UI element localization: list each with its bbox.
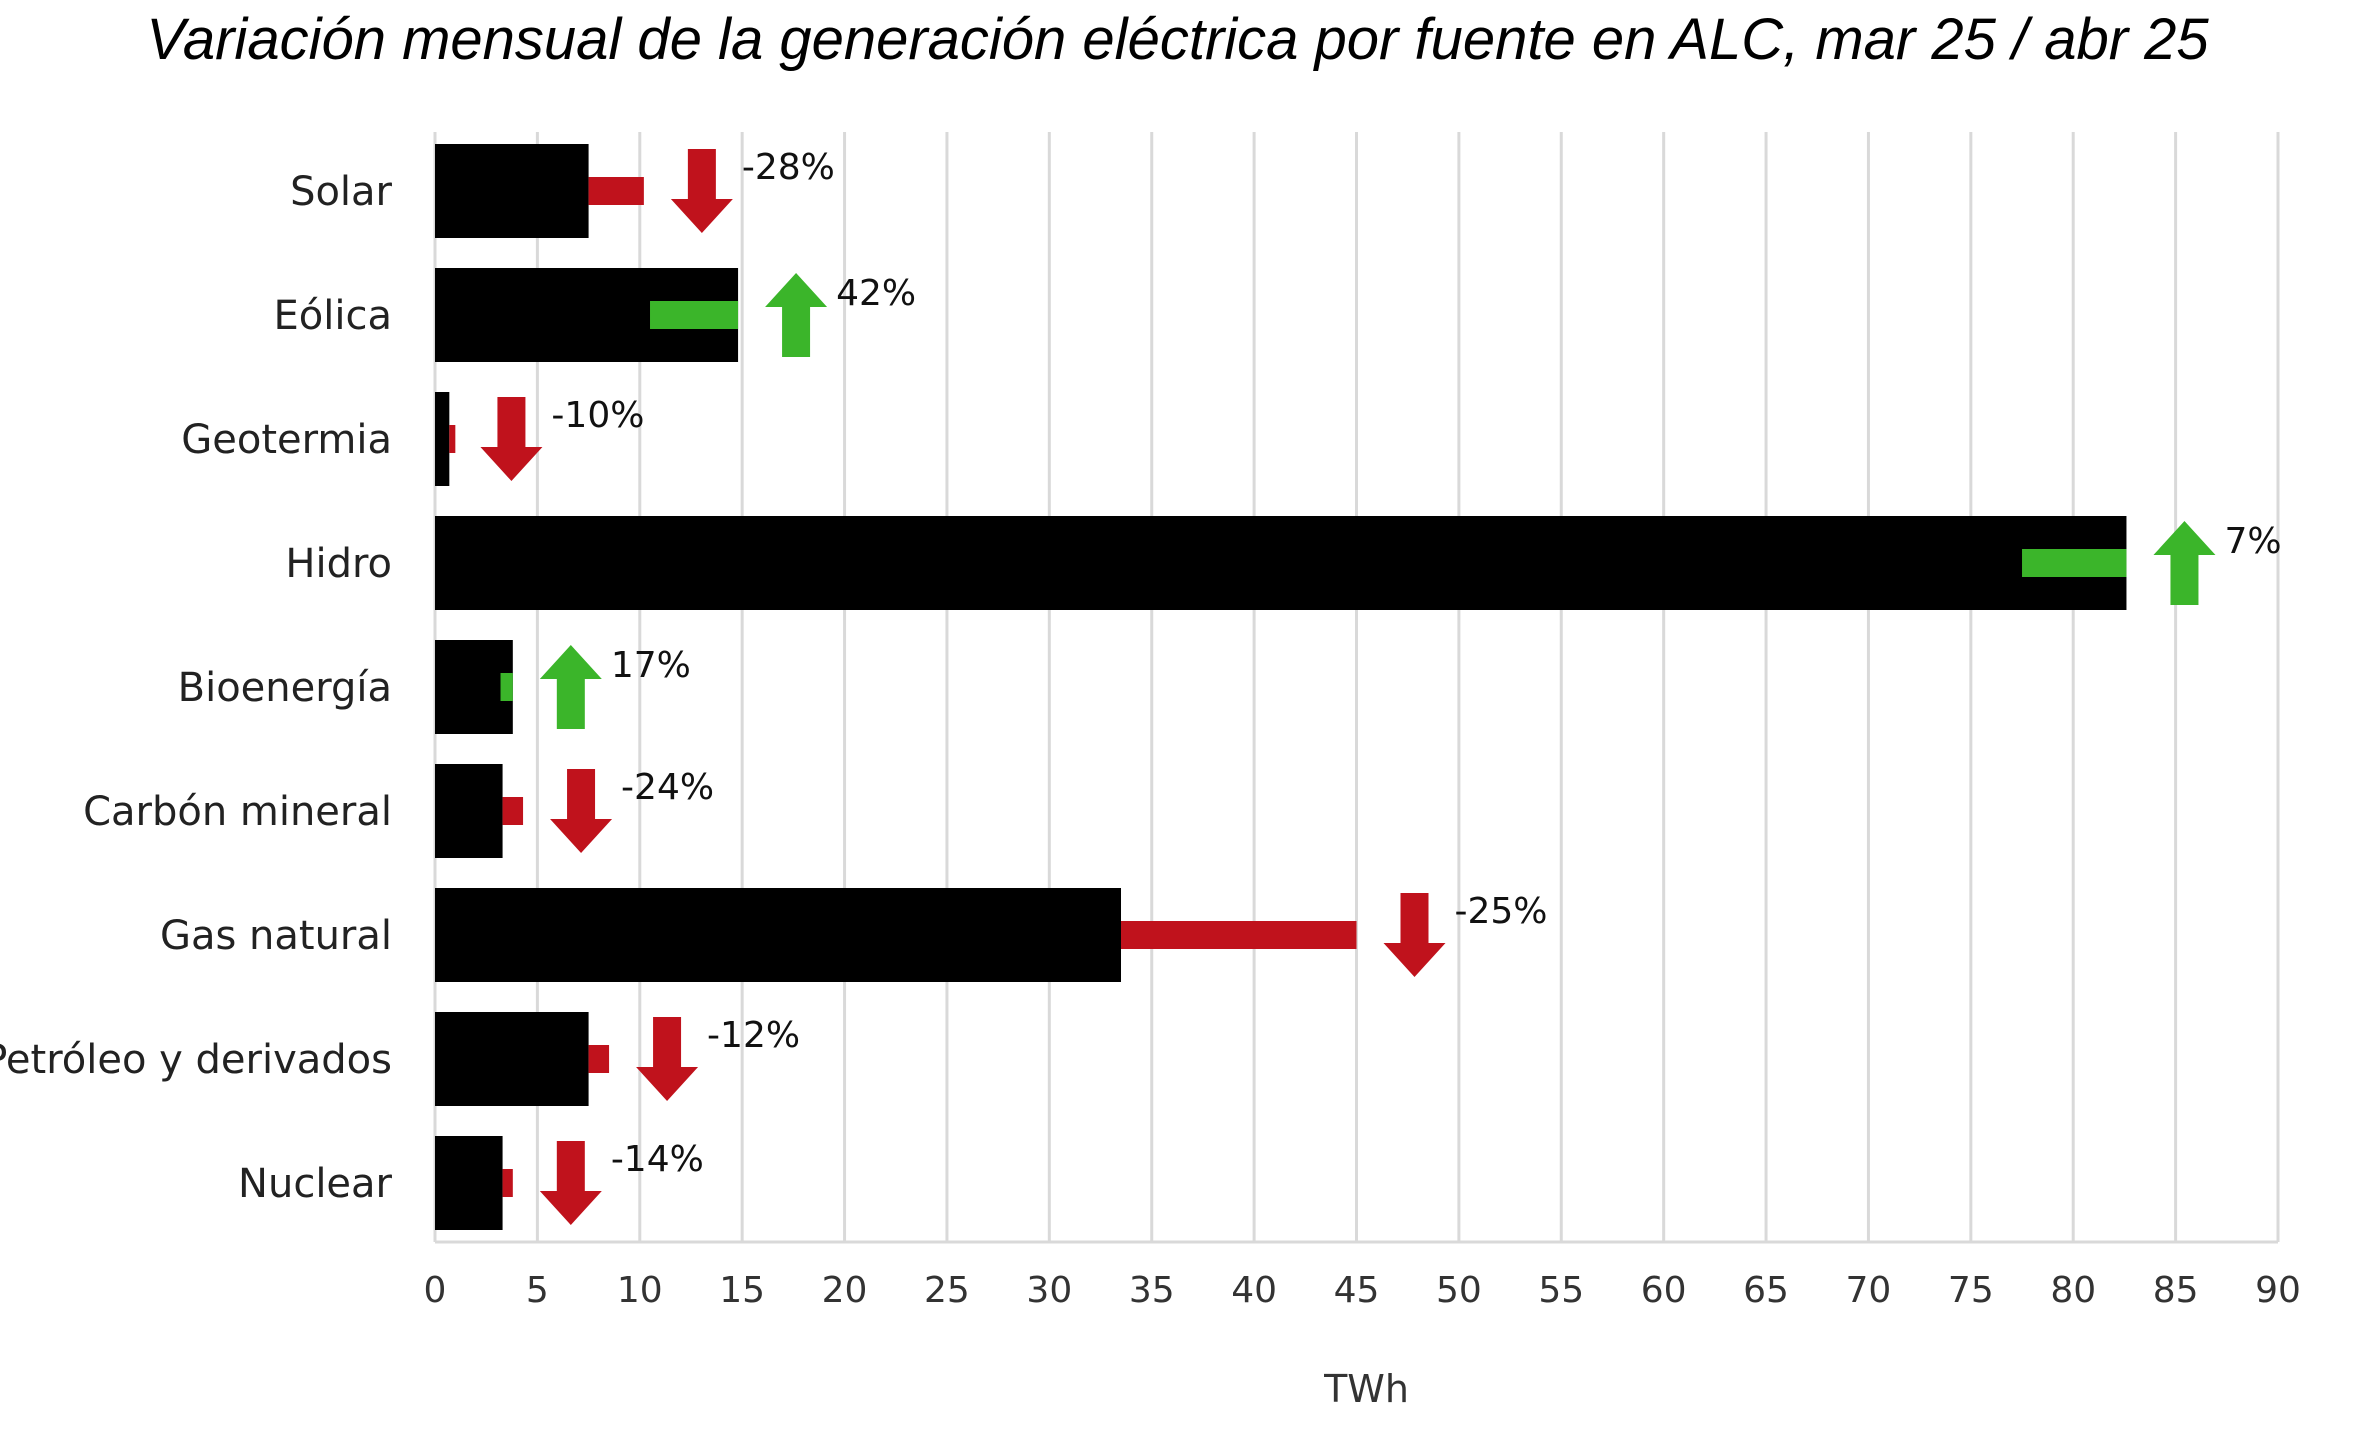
change-label: -25% <box>1455 891 1548 932</box>
bar-change <box>2022 549 2127 577</box>
change-label: -10% <box>551 395 644 436</box>
bar-change <box>1121 921 1357 949</box>
category-label: Carbón mineral <box>83 789 392 835</box>
bar-current <box>435 640 513 734</box>
x-tick-label: 65 <box>1743 1270 1789 1311</box>
category-label: Hidro <box>285 541 392 587</box>
x-tick-label: 20 <box>822 1270 868 1311</box>
bars <box>435 144 2127 1230</box>
category-label: Geotermia <box>181 417 392 463</box>
arrow-down-icon <box>670 149 733 233</box>
category-label: Eólica <box>274 293 392 339</box>
x-axis-title: TWh <box>1323 1367 1409 1411</box>
bar-current <box>435 144 589 238</box>
x-tick-label: 15 <box>719 1270 765 1311</box>
x-tick-label: 0 <box>424 1270 447 1311</box>
arrow-down-icon <box>550 769 613 853</box>
bar-current <box>435 1012 589 1106</box>
arrow-down-icon <box>1383 893 1446 977</box>
x-tick-label: 80 <box>2050 1270 2096 1311</box>
x-tick-label: 75 <box>1948 1270 1994 1311</box>
x-tick-label: 30 <box>1026 1270 1072 1311</box>
change-label: -24% <box>621 767 714 808</box>
x-tick-label: 45 <box>1334 1270 1380 1311</box>
category-label: Solar <box>290 169 392 215</box>
x-tick-label: 50 <box>1436 1270 1482 1311</box>
change-label: -14% <box>611 1139 704 1180</box>
chart-title: Variación mensual de la generación eléct… <box>146 7 2209 72</box>
bar-current <box>435 888 1122 982</box>
category-label: Petróleo y derivados <box>0 1037 392 1083</box>
bar-change <box>650 301 739 329</box>
bar-current <box>435 392 450 486</box>
change-markers <box>480 149 2216 1225</box>
x-tick-label: 55 <box>1538 1270 1584 1311</box>
bar-change <box>449 425 456 453</box>
change-label: 7% <box>2224 521 2281 562</box>
category-label: Bioenergía <box>178 665 392 711</box>
change-label: -12% <box>707 1015 800 1056</box>
x-tick-label: 90 <box>2255 1270 2301 1311</box>
arrow-down-icon <box>539 1141 602 1225</box>
x-tick-label: 40 <box>1231 1270 1277 1311</box>
x-tick-label: 35 <box>1129 1270 1175 1311</box>
bar-current <box>435 764 503 858</box>
labels: 0 5 10 15 20 25 30 35 40 45 50 55 60 65 70 75 80 85 90 Sola… <box>0 147 2301 1311</box>
x-tick-label: 60 <box>1641 1270 1687 1311</box>
x-tick-label: 85 <box>2153 1270 2199 1311</box>
bar-change <box>500 673 513 701</box>
bar-change <box>588 177 644 205</box>
bar-current <box>435 1136 503 1230</box>
bar-change <box>502 797 524 825</box>
category-label: Nuclear <box>238 1161 393 1207</box>
bar-current <box>435 516 2127 610</box>
x-tick-label: 25 <box>924 1270 970 1311</box>
x-tick-label: 10 <box>617 1270 663 1311</box>
arrow-up-icon <box>2153 521 2216 605</box>
arrow-down-icon <box>480 397 543 481</box>
change-label: -28% <box>742 147 835 188</box>
x-tick-label: 70 <box>1846 1270 1892 1311</box>
category-label: Gas natural <box>160 913 392 959</box>
arrow-down-icon <box>636 1017 699 1101</box>
change-label: 17% <box>611 645 691 686</box>
arrow-up-icon <box>765 273 828 357</box>
arrow-up-icon <box>539 645 602 729</box>
x-tick-label: 5 <box>526 1270 549 1311</box>
change-label: 42% <box>836 273 916 314</box>
bar-change <box>502 1169 513 1197</box>
bar-change <box>588 1045 610 1073</box>
